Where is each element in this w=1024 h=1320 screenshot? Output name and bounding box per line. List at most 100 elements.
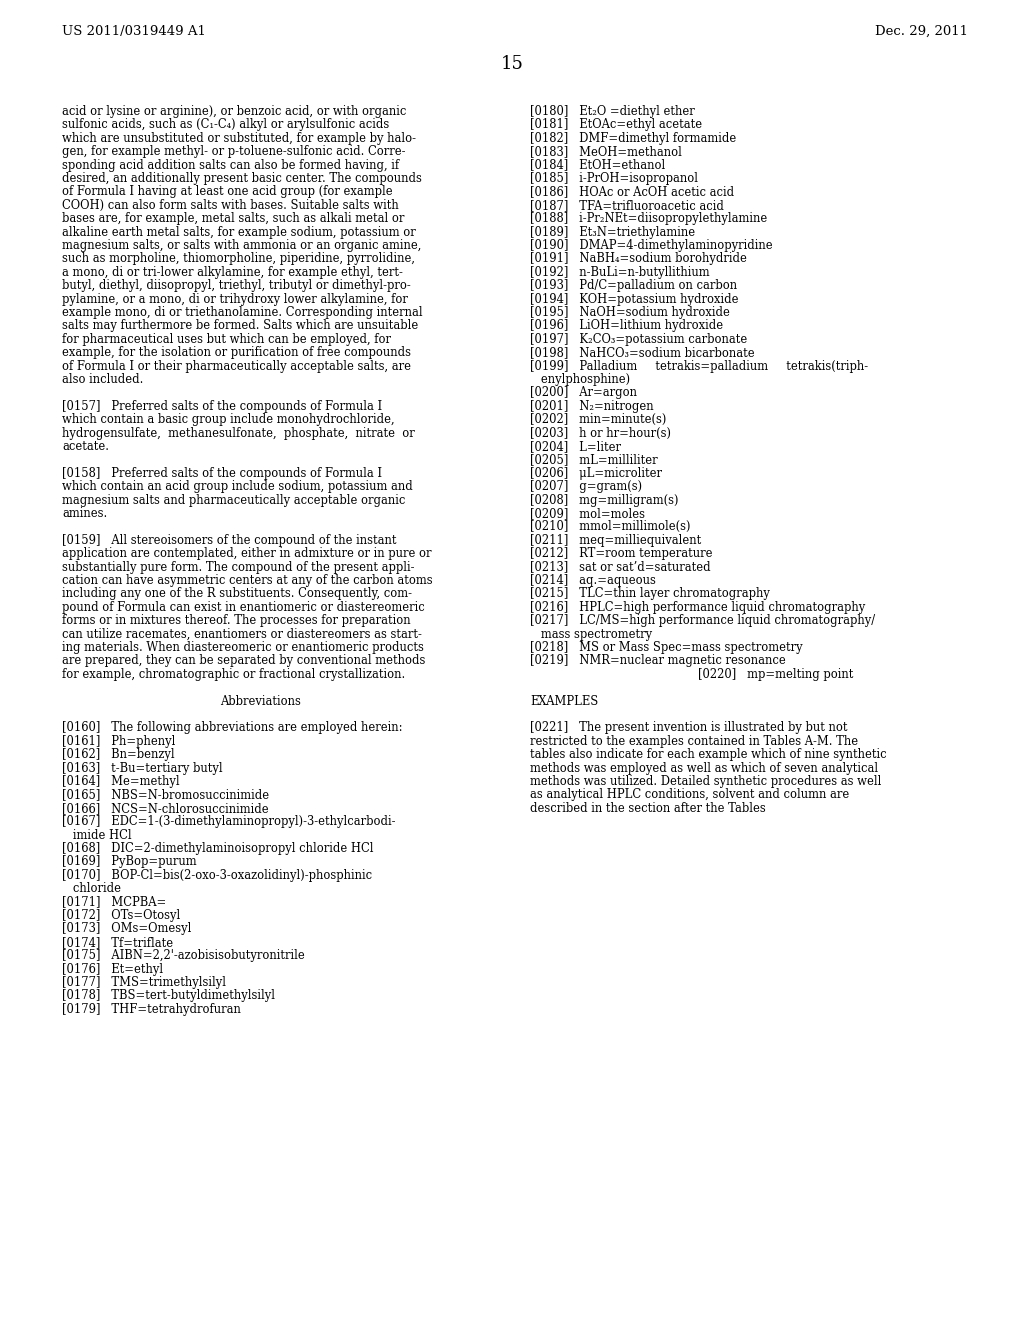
Text: [0184]   EtOH=ethanol: [0184] EtOH=ethanol: [530, 158, 666, 172]
Text: [0201]   N₂=nitrogen: [0201] N₂=nitrogen: [530, 400, 653, 413]
Text: for pharmaceutical uses but which can be employed, for: for pharmaceutical uses but which can be…: [62, 333, 391, 346]
Text: [0194]   KOH=potassium hydroxide: [0194] KOH=potassium hydroxide: [530, 293, 738, 306]
Text: enylphosphine): enylphosphine): [530, 374, 630, 385]
Text: can utilize racemates, enantiomers or diastereomers as start-: can utilize racemates, enantiomers or di…: [62, 627, 422, 640]
Text: as analytical HPLC conditions, solvent and column are: as analytical HPLC conditions, solvent a…: [530, 788, 849, 801]
Text: [0198]   NaHCO₃=sodium bicarbonate: [0198] NaHCO₃=sodium bicarbonate: [530, 346, 755, 359]
Text: [0204]   L=liter: [0204] L=liter: [530, 440, 621, 453]
Text: [0217]   LC/MS=high performance liquid chromatography/: [0217] LC/MS=high performance liquid chr…: [530, 614, 876, 627]
Text: desired, an additionally present basic center. The compounds: desired, an additionally present basic c…: [62, 172, 422, 185]
Text: of Formula I having at least one acid group (for example: of Formula I having at least one acid gr…: [62, 185, 392, 198]
Text: [0192]   n-BuLi=n-butyllithium: [0192] n-BuLi=n-butyllithium: [530, 265, 710, 279]
Text: [0199]   Palladium     tetrakis=palladium     tetrakis(triph-: [0199] Palladium tetrakis=palladium tetr…: [530, 359, 868, 372]
Text: [0213]   sat or sat’d=saturated: [0213] sat or sat’d=saturated: [530, 561, 711, 574]
Text: are prepared, they can be separated by conventional methods: are prepared, they can be separated by c…: [62, 655, 425, 668]
Text: [0183]   MeOH=methanol: [0183] MeOH=methanol: [530, 145, 682, 158]
Text: of Formula I or their pharmaceutically acceptable salts, are: of Formula I or their pharmaceutically a…: [62, 359, 411, 372]
Text: example, for the isolation or purification of free compounds: example, for the isolation or purificati…: [62, 346, 411, 359]
Text: [0165]   NBS=N-bromosuccinimide: [0165] NBS=N-bromosuccinimide: [62, 788, 269, 801]
Text: [0189]   Et₃N=triethylamine: [0189] Et₃N=triethylamine: [530, 226, 695, 239]
Text: [0167]   EDC=1-(3-dimethylaminopropyl)-3-ethylcarbodi-: [0167] EDC=1-(3-dimethylaminopropyl)-3-e…: [62, 816, 395, 828]
Text: which contain an acid group include sodium, potassium and: which contain an acid group include sodi…: [62, 480, 413, 494]
Text: which contain a basic group include monohydrochloride,: which contain a basic group include mono…: [62, 413, 394, 426]
Text: [0212]   RT=room temperature: [0212] RT=room temperature: [530, 548, 713, 560]
Text: magnesium salts, or salts with ammonia or an organic amine,: magnesium salts, or salts with ammonia o…: [62, 239, 421, 252]
Text: [0196]   LiOH=lithium hydroxide: [0196] LiOH=lithium hydroxide: [530, 319, 723, 333]
Text: alkaline earth metal salts, for example sodium, potassium or: alkaline earth metal salts, for example …: [62, 226, 416, 239]
Text: [0181]   EtOAc=ethyl acetate: [0181] EtOAc=ethyl acetate: [530, 119, 702, 132]
Text: example mono, di or triethanolamine. Corresponding internal: example mono, di or triethanolamine. Cor…: [62, 306, 423, 319]
Text: [0178]   TBS=tert-butyldimethylsilyl: [0178] TBS=tert-butyldimethylsilyl: [62, 990, 275, 1002]
Text: tables also indicate for each example which of nine synthetic: tables also indicate for each example wh…: [530, 748, 887, 762]
Text: [0195]   NaOH=sodium hydroxide: [0195] NaOH=sodium hydroxide: [530, 306, 730, 319]
Text: pylamine, or a mono, di or trihydroxy lower alkylamine, for: pylamine, or a mono, di or trihydroxy lo…: [62, 293, 408, 306]
Text: [0193]   Pd/C=palladium on carbon: [0193] Pd/C=palladium on carbon: [530, 280, 737, 292]
Text: sponding acid addition salts can also be formed having, if: sponding acid addition salts can also be…: [62, 158, 399, 172]
Text: a mono, di or tri-lower alkylamine, for example ethyl, tert-: a mono, di or tri-lower alkylamine, for …: [62, 265, 402, 279]
Text: [0177]   TMS=trimethylsilyl: [0177] TMS=trimethylsilyl: [62, 975, 226, 989]
Text: [0174]   Tf=triflate: [0174] Tf=triflate: [62, 936, 173, 949]
Text: acid or lysine or arginine), or benzoic acid, or with organic: acid or lysine or arginine), or benzoic …: [62, 106, 407, 117]
Text: acetate.: acetate.: [62, 440, 109, 453]
Text: [0172]   OTs=Otosyl: [0172] OTs=Otosyl: [62, 909, 180, 921]
Text: [0190]   DMAP=4-dimethylaminopyridine: [0190] DMAP=4-dimethylaminopyridine: [530, 239, 773, 252]
Text: methods was employed as well as which of seven analytical: methods was employed as well as which of…: [530, 762, 879, 775]
Text: substantially pure form. The compound of the present appli-: substantially pure form. The compound of…: [62, 561, 415, 574]
Text: imide HCl: imide HCl: [62, 829, 132, 842]
Text: forms or in mixtures thereof. The processes for preparation: forms or in mixtures thereof. The proces…: [62, 614, 411, 627]
Text: including any one of the R substituents. Consequently, com-: including any one of the R substituents.…: [62, 587, 412, 601]
Text: [0211]   meq=milliequivalent: [0211] meq=milliequivalent: [530, 533, 701, 546]
Text: US 2011/0319449 A1: US 2011/0319449 A1: [62, 25, 206, 38]
Text: [0203]   h or hr=hour(s): [0203] h or hr=hour(s): [530, 426, 671, 440]
Text: chloride: chloride: [62, 882, 121, 895]
Text: [0215]   TLC=thin layer chromatography: [0215] TLC=thin layer chromatography: [530, 587, 770, 601]
Text: [0220]   mp=melting point: [0220] mp=melting point: [698, 668, 854, 681]
Text: Dec. 29, 2011: Dec. 29, 2011: [874, 25, 968, 38]
Text: [0208]   mg=milligram(s): [0208] mg=milligram(s): [530, 494, 679, 507]
Text: 15: 15: [501, 55, 523, 73]
Text: [0170]   BOP-Cl=bis(2-oxo-3-oxazolidinyl)-phosphinic: [0170] BOP-Cl=bis(2-oxo-3-oxazolidinyl)-…: [62, 869, 372, 882]
Text: [0171]   MCPBA=: [0171] MCPBA=: [62, 895, 166, 908]
Text: [0169]   PyBop=purum: [0169] PyBop=purum: [62, 855, 197, 869]
Text: ing materials. When diastereomeric or enantiomeric products: ing materials. When diastereomeric or en…: [62, 642, 424, 653]
Text: [0218]   MS or Mass Spec=mass spectrometry: [0218] MS or Mass Spec=mass spectrometry: [530, 642, 803, 653]
Text: [0200]   Ar=argon: [0200] Ar=argon: [530, 387, 637, 400]
Text: COOH) can also form salts with bases. Suitable salts with: COOH) can also form salts with bases. Su…: [62, 199, 398, 211]
Text: [0168]   DIC=2-dimethylaminoisopropyl chloride HCl: [0168] DIC=2-dimethylaminoisopropyl chlo…: [62, 842, 374, 855]
Text: [0162]   Bn=benzyl: [0162] Bn=benzyl: [62, 748, 175, 762]
Text: [0179]   THF=tetrahydrofuran: [0179] THF=tetrahydrofuran: [62, 1003, 241, 1016]
Text: amines.: amines.: [62, 507, 108, 520]
Text: application are contemplated, either in admixture or in pure or: application are contemplated, either in …: [62, 548, 431, 560]
Text: [0187]   TFA=trifluoroacetic acid: [0187] TFA=trifluoroacetic acid: [530, 199, 724, 211]
Text: Abbreviations: Abbreviations: [219, 694, 300, 708]
Text: [0157]   Preferred salts of the compounds of Formula I: [0157] Preferred salts of the compounds …: [62, 400, 382, 413]
Text: [0209]   mol=moles: [0209] mol=moles: [530, 507, 645, 520]
Text: [0188]   i-Pr₂NEt=diisopropylethylamine: [0188] i-Pr₂NEt=diisopropylethylamine: [530, 213, 767, 226]
Text: [0202]   min=minute(s): [0202] min=minute(s): [530, 413, 667, 426]
Text: salts may furthermore be formed. Salts which are unsuitable: salts may furthermore be formed. Salts w…: [62, 319, 418, 333]
Text: [0161]   Ph=phenyl: [0161] Ph=phenyl: [62, 735, 175, 748]
Text: magnesium salts and pharmaceutically acceptable organic: magnesium salts and pharmaceutically acc…: [62, 494, 406, 507]
Text: [0216]   HPLC=high performance liquid chromatography: [0216] HPLC=high performance liquid chro…: [530, 601, 865, 614]
Text: [0160]   The following abbreviations are employed herein:: [0160] The following abbreviations are e…: [62, 722, 402, 734]
Text: such as morpholine, thiomorpholine, piperidine, pyrrolidine,: such as morpholine, thiomorpholine, pipe…: [62, 252, 415, 265]
Text: [0214]   aq.=aqueous: [0214] aq.=aqueous: [530, 574, 656, 587]
Text: [0173]   OMs=Omesyl: [0173] OMs=Omesyl: [62, 923, 191, 936]
Text: mass spectrometry: mass spectrometry: [530, 627, 652, 640]
Text: [0207]   g=gram(s): [0207] g=gram(s): [530, 480, 642, 494]
Text: [0180]   Et₂O =diethyl ether: [0180] Et₂O =diethyl ether: [530, 106, 694, 117]
Text: [0219]   NMR=nuclear magnetic resonance: [0219] NMR=nuclear magnetic resonance: [530, 655, 785, 668]
Text: [0221]   The present invention is illustrated by but not: [0221] The present invention is illustra…: [530, 722, 848, 734]
Text: also included.: also included.: [62, 374, 143, 385]
Text: [0185]   i-PrOH=isopropanol: [0185] i-PrOH=isopropanol: [530, 172, 698, 185]
Text: described in the section after the Tables: described in the section after the Table…: [530, 801, 766, 814]
Text: restricted to the examples contained in Tables A-M. The: restricted to the examples contained in …: [530, 735, 858, 748]
Text: [0163]   t-Bu=tertiary butyl: [0163] t-Bu=tertiary butyl: [62, 762, 222, 775]
Text: [0186]   HOAc or AcOH acetic acid: [0186] HOAc or AcOH acetic acid: [530, 185, 734, 198]
Text: [0206]   μL=microliter: [0206] μL=microliter: [530, 467, 662, 479]
Text: [0164]   Me=methyl: [0164] Me=methyl: [62, 775, 179, 788]
Text: [0175]   AIBN=2,2'-azobisisobutyronitrile: [0175] AIBN=2,2'-azobisisobutyronitrile: [62, 949, 305, 962]
Text: [0191]   NaBH₄=sodium borohydride: [0191] NaBH₄=sodium borohydride: [530, 252, 746, 265]
Text: butyl, diethyl, diisopropyl, triethyl, tributyl or dimethyl-pro-: butyl, diethyl, diisopropyl, triethyl, t…: [62, 280, 411, 292]
Text: methods was utilized. Detailed synthetic procedures as well: methods was utilized. Detailed synthetic…: [530, 775, 882, 788]
